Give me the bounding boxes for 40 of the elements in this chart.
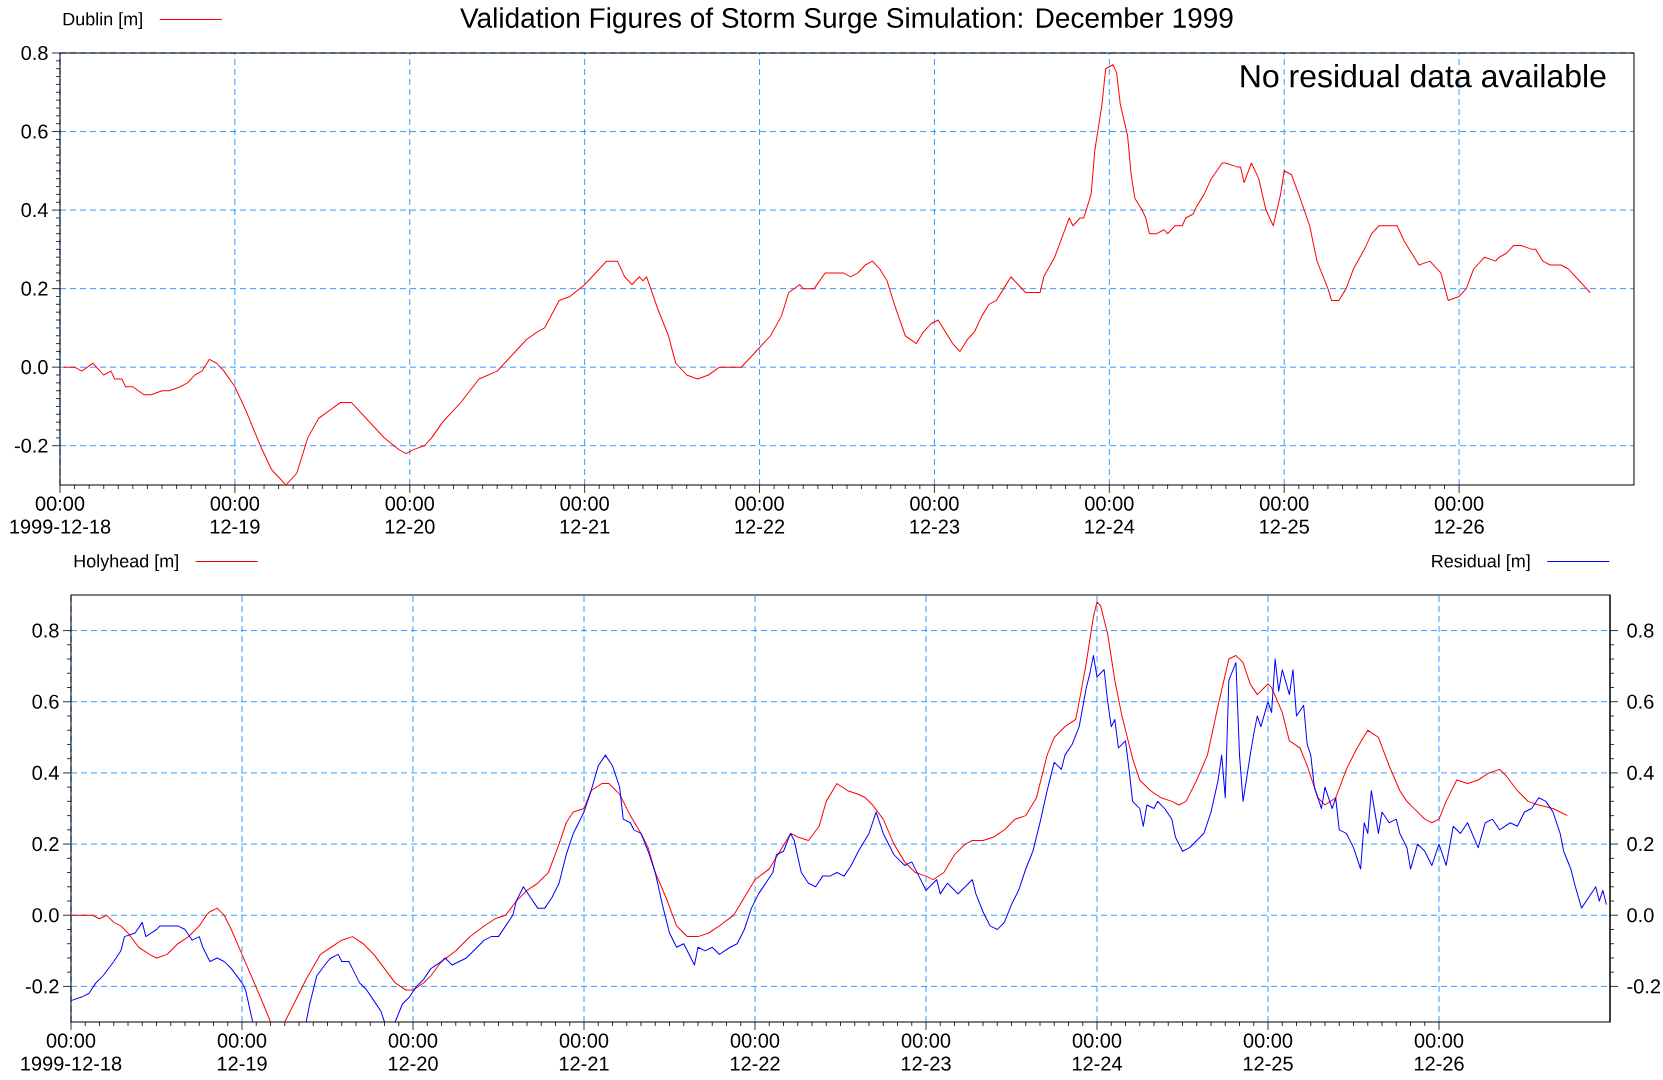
y-tick-label: 0.6 [1627,694,1654,709]
y-tick-label: 0.0 [21,360,48,375]
y2-tick-label: 0.2 [32,837,59,852]
x-tick-label: 00:00 12-21 [559,1033,609,1071]
x-tick-label: 00:00 12-19 [210,496,260,534]
legend-label: Dublin [m] [63,12,142,30]
x-tick-label: 00:00 12-24 [1085,496,1135,534]
y-tick-label: 0.6 [21,124,48,139]
legend-label: Residual [m] [1432,554,1530,572]
y-tick-label: 0.8 [1627,623,1654,638]
chart-title: Validation Figures of Storm Surge Simulation: December 1999 [460,7,1233,34]
x-tick-label: 00:00 12-23 [910,496,960,534]
x-tick-label: 00:00 12-22 [735,496,785,534]
y2-tick-label: 0.8 [32,623,59,638]
x-tick-label: 00:00 12-26 [1434,496,1484,534]
legend-label: Holyhead [m] [74,554,178,572]
y-tick-label: 0.4 [1627,765,1654,780]
y-tick-label: 0.0 [1627,908,1654,923]
x-tick-label: 00:00 12-21 [560,496,610,534]
y-tick-label: -0.2 [14,438,48,453]
x-tick-label: 00:00 12-20 [385,496,435,534]
x-tick-label: 00:00 12-26 [1414,1033,1464,1071]
x-tick-label: 00:00 12-25 [1259,496,1309,534]
x-tick-label: 00:00 12-20 [388,1033,438,1071]
x-tick-label: 00:00 12-25 [1243,1033,1293,1071]
y2-tick-label: 0.4 [32,765,59,780]
x-tick-label: 00:00 1999-12-18 [21,1033,122,1071]
y-tick-label: -0.2 [1627,979,1660,994]
y-tick-label: 0.8 [21,45,48,61]
y-tick-label: 0.2 [21,281,48,296]
x-tick-label: 00:00 12-22 [730,1033,780,1071]
x-tick-label: 00:00 12-19 [217,1033,267,1071]
y-tick-label: 0.2 [1627,837,1654,852]
x-tick-label: 00:00 12-24 [1072,1033,1122,1071]
annotation: No residual data available [1241,63,1606,88]
y2-tick-label: 0.0 [32,908,59,923]
y2-tick-label: 0.6 [32,694,59,709]
x-tick-label: 00:00 1999-12-18 [10,496,111,534]
y-tick-label: 0.4 [21,203,48,218]
x-tick-label: 00:00 12-23 [901,1033,951,1071]
